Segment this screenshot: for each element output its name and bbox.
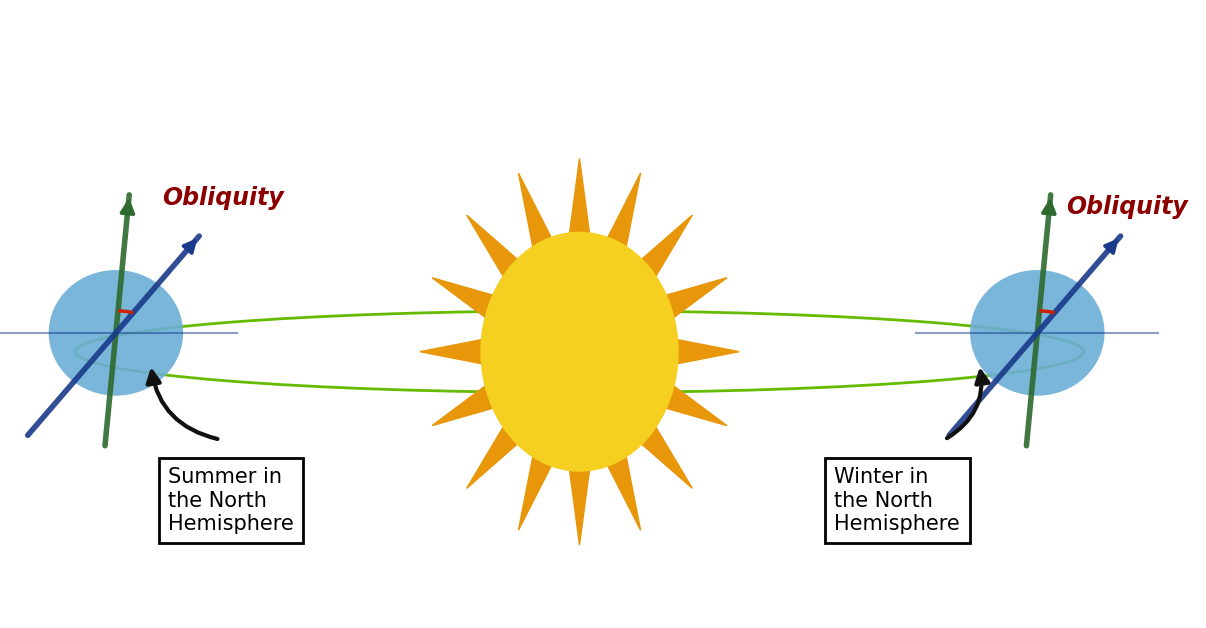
Polygon shape: [603, 445, 640, 530]
Polygon shape: [467, 215, 526, 286]
Polygon shape: [633, 417, 692, 489]
Ellipse shape: [48, 270, 183, 396]
Polygon shape: [519, 173, 556, 259]
Polygon shape: [432, 278, 503, 324]
Polygon shape: [656, 278, 727, 324]
Text: Summer in
the North
Hemisphere: Summer in the North Hemisphere: [168, 467, 294, 534]
Ellipse shape: [970, 270, 1105, 396]
Polygon shape: [432, 379, 503, 426]
Text: Winter in
the North
Hemisphere: Winter in the North Hemisphere: [835, 467, 960, 534]
Polygon shape: [633, 215, 692, 286]
Polygon shape: [603, 173, 640, 259]
Ellipse shape: [481, 232, 678, 471]
Text: Obliquity: Obliquity: [163, 186, 285, 210]
Polygon shape: [568, 158, 591, 245]
Text: Obliquity: Obliquity: [1066, 195, 1188, 219]
Polygon shape: [667, 338, 739, 365]
Polygon shape: [656, 379, 727, 426]
Polygon shape: [519, 445, 556, 530]
Polygon shape: [467, 417, 526, 489]
Polygon shape: [568, 458, 591, 545]
Polygon shape: [420, 338, 492, 365]
